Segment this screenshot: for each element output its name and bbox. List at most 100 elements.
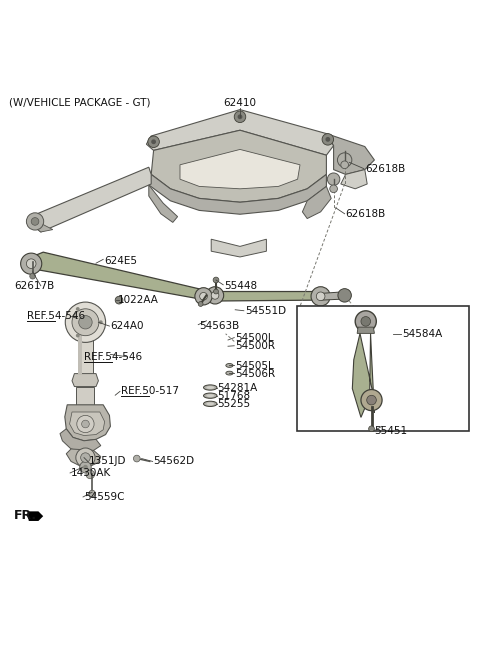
Polygon shape bbox=[326, 134, 374, 174]
Circle shape bbox=[83, 465, 88, 470]
Ellipse shape bbox=[206, 402, 214, 405]
Circle shape bbox=[77, 415, 94, 433]
Bar bbox=[78, 329, 82, 374]
Circle shape bbox=[26, 259, 36, 268]
Circle shape bbox=[26, 213, 44, 230]
Ellipse shape bbox=[204, 385, 217, 390]
Circle shape bbox=[338, 289, 351, 302]
Polygon shape bbox=[29, 167, 151, 232]
Polygon shape bbox=[211, 239, 266, 257]
Text: FR.: FR. bbox=[13, 508, 36, 522]
Circle shape bbox=[337, 153, 352, 167]
Circle shape bbox=[361, 317, 371, 326]
Text: 55255: 55255 bbox=[217, 399, 251, 409]
Circle shape bbox=[341, 161, 348, 169]
Circle shape bbox=[148, 136, 159, 148]
Polygon shape bbox=[72, 374, 98, 386]
Polygon shape bbox=[70, 412, 105, 436]
Circle shape bbox=[327, 173, 340, 186]
Text: 54500L: 54500L bbox=[235, 333, 274, 342]
Text: 62618B: 62618B bbox=[365, 163, 405, 174]
Polygon shape bbox=[146, 110, 334, 155]
Bar bbox=[297, 306, 469, 431]
Text: 55448: 55448 bbox=[225, 281, 258, 291]
Circle shape bbox=[369, 426, 374, 432]
Text: 55451: 55451 bbox=[374, 426, 408, 436]
Ellipse shape bbox=[226, 371, 233, 375]
Circle shape bbox=[80, 461, 91, 473]
Circle shape bbox=[30, 274, 36, 279]
Circle shape bbox=[367, 396, 376, 405]
Polygon shape bbox=[180, 150, 300, 189]
Polygon shape bbox=[29, 222, 53, 232]
Circle shape bbox=[195, 288, 212, 305]
Text: 62410: 62410 bbox=[224, 98, 256, 108]
Circle shape bbox=[200, 293, 207, 300]
Text: 1430AK: 1430AK bbox=[71, 468, 111, 478]
Polygon shape bbox=[149, 174, 326, 215]
Polygon shape bbox=[28, 512, 43, 521]
Text: 624E5: 624E5 bbox=[105, 256, 138, 266]
Circle shape bbox=[76, 307, 80, 311]
Text: 54559C: 54559C bbox=[84, 492, 124, 502]
Circle shape bbox=[65, 302, 106, 342]
Text: 54281A: 54281A bbox=[217, 382, 258, 392]
Polygon shape bbox=[149, 185, 178, 222]
Text: (W/VEHICLE PACKAGE - GT): (W/VEHICLE PACKAGE - GT) bbox=[9, 98, 150, 108]
Text: REF.54-546: REF.54-546 bbox=[84, 352, 142, 362]
Circle shape bbox=[355, 311, 376, 332]
Circle shape bbox=[89, 490, 96, 497]
Text: 1351JD: 1351JD bbox=[89, 457, 126, 466]
Text: 54562D: 54562D bbox=[154, 457, 195, 466]
Circle shape bbox=[115, 297, 123, 304]
Text: 51768: 51768 bbox=[217, 391, 251, 401]
Circle shape bbox=[79, 316, 92, 329]
Circle shape bbox=[322, 134, 334, 145]
Circle shape bbox=[72, 309, 99, 336]
Circle shape bbox=[238, 114, 242, 119]
Circle shape bbox=[81, 453, 90, 462]
Circle shape bbox=[21, 253, 42, 274]
Circle shape bbox=[214, 289, 218, 294]
Text: 54551D: 54551D bbox=[245, 306, 286, 316]
Circle shape bbox=[82, 420, 89, 428]
Bar bbox=[78, 329, 93, 374]
Ellipse shape bbox=[226, 363, 233, 367]
Polygon shape bbox=[202, 289, 323, 301]
Circle shape bbox=[99, 320, 103, 324]
Circle shape bbox=[361, 390, 382, 411]
Polygon shape bbox=[357, 327, 374, 333]
Polygon shape bbox=[66, 449, 101, 466]
Circle shape bbox=[86, 470, 95, 479]
Ellipse shape bbox=[206, 394, 214, 397]
Polygon shape bbox=[341, 170, 367, 189]
Circle shape bbox=[31, 218, 39, 225]
Polygon shape bbox=[65, 405, 110, 441]
Circle shape bbox=[211, 291, 219, 299]
Polygon shape bbox=[60, 429, 101, 452]
Circle shape bbox=[316, 292, 325, 300]
Polygon shape bbox=[151, 131, 326, 202]
Circle shape bbox=[311, 287, 330, 306]
Bar bbox=[76, 386, 94, 405]
Ellipse shape bbox=[204, 393, 217, 398]
Polygon shape bbox=[67, 314, 105, 331]
Circle shape bbox=[206, 287, 224, 304]
Circle shape bbox=[330, 185, 337, 193]
Circle shape bbox=[76, 334, 80, 337]
Circle shape bbox=[213, 277, 219, 283]
Circle shape bbox=[133, 455, 140, 462]
Circle shape bbox=[325, 137, 330, 142]
Circle shape bbox=[234, 111, 246, 123]
Text: 54500R: 54500R bbox=[235, 340, 275, 351]
Circle shape bbox=[198, 302, 203, 306]
Text: REF.54-546: REF.54-546 bbox=[27, 312, 85, 321]
Text: 54563B: 54563B bbox=[199, 321, 240, 331]
Text: 54505L: 54505L bbox=[235, 361, 274, 371]
Text: REF.50-517: REF.50-517 bbox=[121, 386, 180, 396]
Polygon shape bbox=[28, 252, 220, 300]
Ellipse shape bbox=[206, 386, 214, 389]
Polygon shape bbox=[302, 186, 331, 218]
Circle shape bbox=[151, 139, 156, 144]
Polygon shape bbox=[321, 292, 345, 300]
